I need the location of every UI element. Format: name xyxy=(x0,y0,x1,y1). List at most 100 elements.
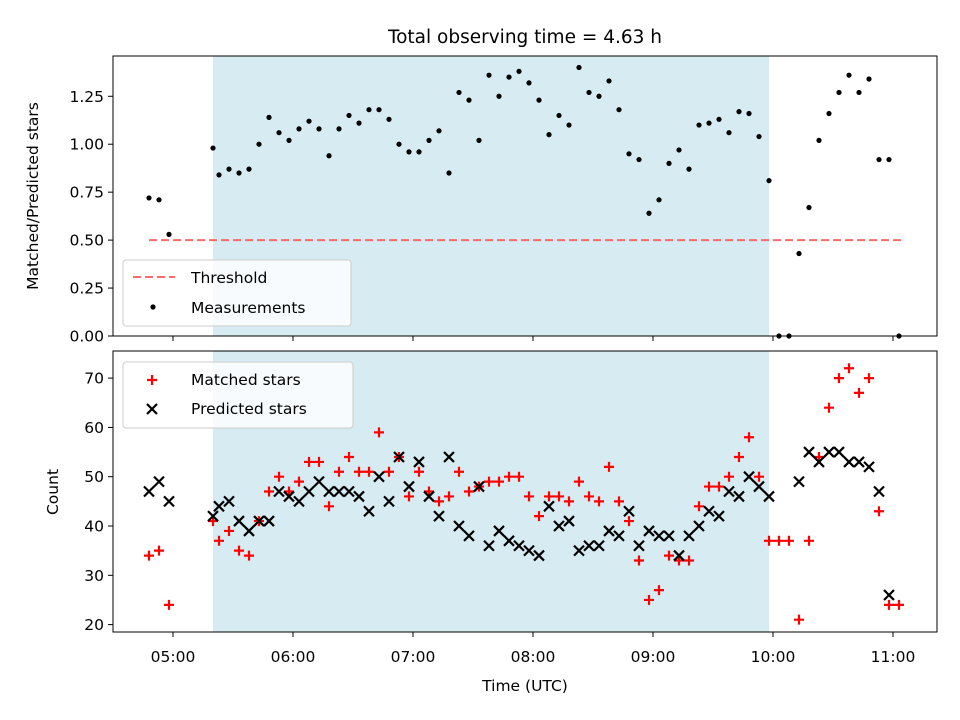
matched-stars-point xyxy=(624,516,634,527)
predicted-stars-point xyxy=(803,446,815,458)
predicted-stars-point xyxy=(443,451,455,463)
measurement-point xyxy=(416,149,422,155)
matched-stars-point xyxy=(164,599,174,610)
predicted-stars-point xyxy=(843,456,855,468)
predicted-stars-point xyxy=(413,456,425,468)
matched-stars-point xyxy=(814,451,824,462)
predicted-stars-point xyxy=(793,475,805,488)
matched-stars-point xyxy=(314,456,324,467)
matched-stars-point xyxy=(434,496,444,507)
matched-stars-point xyxy=(674,555,684,566)
matched-stars-point xyxy=(884,599,894,610)
measurement-point xyxy=(866,76,872,82)
measurement-point xyxy=(556,112,562,119)
predicted-stars-point xyxy=(433,510,445,522)
legend-measurements-swatch xyxy=(150,304,156,310)
measurement-point xyxy=(876,156,882,163)
bottom-y-tick-label: 20 xyxy=(84,616,104,634)
predicted-stars-point xyxy=(353,490,365,503)
matched-stars-point xyxy=(594,496,604,507)
top-legend-box xyxy=(122,259,352,327)
matched-stars-point xyxy=(764,535,774,546)
predicted-stars-point xyxy=(613,530,625,542)
matched-stars-point xyxy=(704,481,714,492)
measurement-point xyxy=(396,141,402,147)
matched-stars-point xyxy=(744,432,754,443)
measurement-point xyxy=(466,97,472,103)
measurement-point xyxy=(506,74,512,80)
measurement-point xyxy=(406,149,412,155)
predicted-stars-point xyxy=(293,495,305,508)
measurement-point xyxy=(596,93,602,99)
measurement-point xyxy=(286,137,292,143)
predicted-stars-point xyxy=(683,530,695,542)
predicted-stars-point xyxy=(503,535,515,547)
matched-stars-point xyxy=(554,491,564,502)
legend-threshold-label: Threshold xyxy=(190,269,267,287)
measurement-point xyxy=(566,122,572,128)
measurement-point xyxy=(676,147,682,153)
measurement-point xyxy=(826,110,832,117)
matched-stars-point xyxy=(414,466,424,477)
predicted-stars-point xyxy=(453,520,465,532)
measurement-point xyxy=(376,107,382,113)
predicted-stars-point xyxy=(263,515,275,527)
measurement-point xyxy=(546,132,552,138)
measurement-point xyxy=(806,204,812,211)
predicted-stars-point xyxy=(653,530,665,542)
measurement-point xyxy=(166,231,172,237)
measurement-point xyxy=(146,195,152,201)
matched-stars-point xyxy=(614,496,624,507)
measurement-point xyxy=(210,145,216,151)
measurement-point xyxy=(336,126,342,132)
matched-stars-point xyxy=(514,471,524,482)
predicted-stars-point xyxy=(713,510,725,522)
measurement-point xyxy=(436,128,442,134)
matched-stars-point xyxy=(274,471,284,482)
predicted-stars-point xyxy=(363,505,375,517)
predicted-stars-point xyxy=(253,515,265,527)
measurement-point xyxy=(576,64,582,71)
predicted-stars-point xyxy=(883,589,895,601)
measurement-point xyxy=(536,97,542,103)
legend-matched-swatch xyxy=(147,375,157,385)
matched-stars-point xyxy=(694,501,704,512)
top-y-axis-label: Matched/Predicted stars xyxy=(24,102,42,290)
legend-predicted-swatch xyxy=(146,403,158,415)
predicted-stars-point xyxy=(243,525,255,537)
matched-stars-point xyxy=(464,486,474,497)
x-tick-label: 09:00 xyxy=(631,648,676,666)
measurement-point xyxy=(316,126,322,132)
predicted-stars-point xyxy=(383,495,395,508)
matched-stars-point xyxy=(664,550,674,561)
predicted-stars-point xyxy=(273,485,285,498)
top-legend: Threshold Measurements xyxy=(122,259,352,327)
legend-measurements-label: Measurements xyxy=(191,299,306,317)
matched-stars-point xyxy=(264,486,274,497)
predicted-stars-point xyxy=(473,480,485,493)
matched-stars-point xyxy=(874,506,884,517)
measurement-point xyxy=(276,130,282,136)
measurement-point xyxy=(686,166,692,172)
matched-stars-point xyxy=(454,466,464,477)
measurement-point xyxy=(216,172,222,178)
matched-stars-point xyxy=(324,501,334,512)
measurement-point xyxy=(696,122,702,128)
predicted-stars-point xyxy=(753,480,765,493)
matched-stars-point xyxy=(864,373,874,384)
bottom-y-axis-label: Count xyxy=(44,469,62,515)
measurement-point xyxy=(516,68,522,74)
predicted-stars-point xyxy=(623,505,635,517)
measurement-point xyxy=(446,170,452,176)
predicted-stars-point xyxy=(483,539,495,552)
predicted-stars-point xyxy=(583,539,595,552)
predicted-stars-point xyxy=(693,520,705,532)
x-tick-label: 10:00 xyxy=(751,648,796,666)
matched-stars-point xyxy=(304,456,314,467)
predicted-stars-point xyxy=(393,451,405,463)
top-series-measurements xyxy=(146,64,902,339)
top-y-tick-label: 0.00 xyxy=(69,328,104,346)
matched-stars-point xyxy=(484,476,494,487)
measurement-point xyxy=(586,89,592,96)
